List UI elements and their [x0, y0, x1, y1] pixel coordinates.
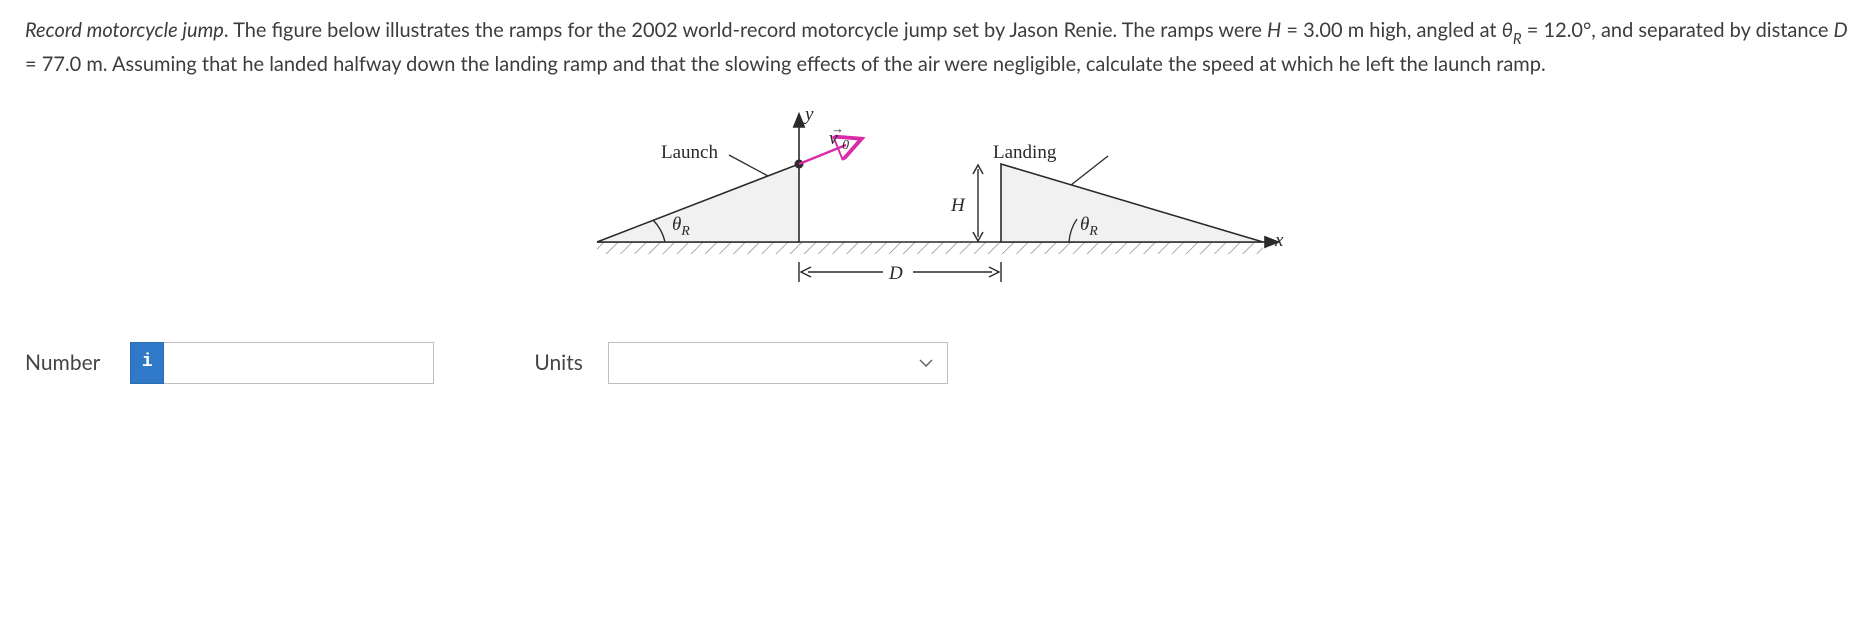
answer-row: Number i Units [25, 342, 1851, 384]
var-theta-sub: R [1513, 30, 1522, 48]
var-D: D [1834, 18, 1848, 42]
units-label: Units [534, 347, 583, 379]
var-H: H [1267, 18, 1281, 42]
landing-label: Landing [993, 139, 1056, 168]
number-label: Number [25, 347, 100, 379]
problem-lead: Record motorcycle jump [25, 18, 224, 42]
launch-label: Launch [661, 139, 718, 168]
ramp-figure: y Launch Landing → v 0 H D x θR θR [583, 107, 1293, 302]
info-icon: i [142, 349, 153, 376]
var-theta: θ [1502, 18, 1513, 42]
y-axis-label: y [805, 101, 813, 130]
h-label: H [951, 192, 965, 221]
figure-svg [583, 107, 1293, 302]
theta-left-label: θR [672, 211, 690, 241]
text-part-5: = 12.0°, and separated by distance [1522, 18, 1834, 42]
landing-leader [1071, 156, 1108, 185]
theta-right-label: θR [1080, 211, 1098, 241]
v0-label: → v 0 [829, 125, 849, 155]
number-input[interactable] [164, 342, 434, 384]
text-part-2: = 3.00 m high, angled at [1281, 18, 1501, 42]
text-part-7: = 77.0 m. Assuming that he landed halfwa… [25, 52, 1546, 76]
landing-ramp [1001, 164, 1263, 242]
figure-container: y Launch Landing → v 0 H D x θR θR [25, 107, 1851, 302]
launch-ramp [597, 164, 799, 242]
d-label: D [889, 260, 903, 289]
x-axis-label: x [1275, 227, 1283, 256]
info-button[interactable]: i [130, 342, 164, 384]
ground-hatching [597, 242, 1263, 254]
units-select[interactable] [608, 342, 948, 384]
text-part-0: . The figure below illustrates the ramps… [224, 18, 1267, 42]
problem-text: Record motorcycle jump. The figure below… [25, 15, 1851, 79]
launch-leader [729, 155, 768, 176]
